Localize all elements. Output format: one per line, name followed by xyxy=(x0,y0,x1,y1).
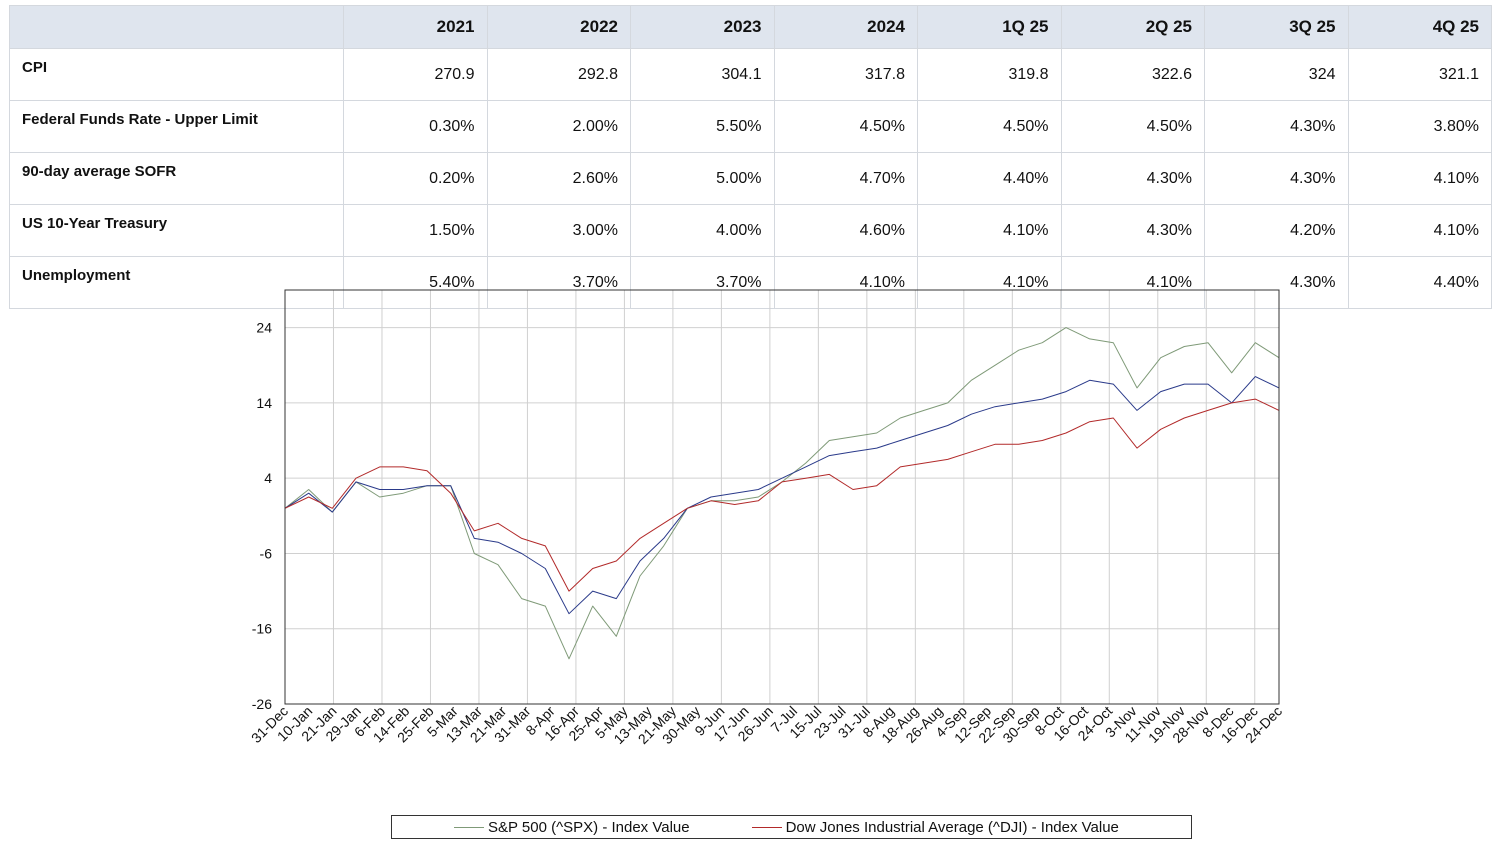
row-label: Unemployment xyxy=(9,256,344,309)
x-axis-ticks: 31-Dec10-Jan21-Jan29-Jan6-Feb14-Feb25-Fe… xyxy=(248,703,1285,748)
series-line-1 xyxy=(284,376,1280,615)
y-tick-label: 24 xyxy=(256,320,272,336)
table-row: CPI 270.9 292.8 304.1 317.8 319.8 322.6 … xyxy=(9,48,1492,101)
plot-frame xyxy=(284,289,1280,705)
table-header-corner xyxy=(9,5,344,49)
table-cell: 292.8 xyxy=(486,48,631,101)
column-header: 2Q 25 xyxy=(1060,5,1205,49)
economic-indicators-table: 2021 2022 2023 2024 1Q 25 2Q 25 3Q 25 4Q… xyxy=(9,5,1492,309)
chart-legend: S&P 500 (^SPX) - Index Value Dow Jones I… xyxy=(391,815,1192,839)
table-row: 90-day average SOFR 0.20% 2.60% 5.00% 4.… xyxy=(9,152,1492,205)
table-row: US 10-Year Treasury 1.50% 3.00% 4.00% 4.… xyxy=(9,204,1492,257)
table-cell: 4.10% xyxy=(1347,204,1492,257)
table-cell: 5.50% xyxy=(630,100,775,153)
table-cell: 4.30% xyxy=(1204,100,1349,153)
table-row: Federal Funds Rate - Upper Limit 0.30% 2… xyxy=(9,100,1492,153)
table-cell: 317.8 xyxy=(773,48,918,101)
table-cell: 0.20% xyxy=(343,152,488,205)
table-cell: 270.9 xyxy=(343,48,488,101)
table-cell: 4.10% xyxy=(917,256,1062,309)
row-label: Federal Funds Rate - Upper Limit xyxy=(9,100,344,153)
chart-series xyxy=(284,327,1280,660)
legend-swatch-sp500 xyxy=(454,826,484,828)
chart-grid xyxy=(284,290,1279,705)
table-cell: 319.8 xyxy=(917,48,1062,101)
y-axis-ticks: 24 14 4 -6 -16 -26 xyxy=(252,320,272,712)
table-row: Unemployment 5.40% 3.70% 3.70% 4.10% 4.1… xyxy=(9,256,1492,309)
table-cell: 0.30% xyxy=(343,100,488,153)
table-cell: 321.1 xyxy=(1347,48,1492,101)
table-cell: 4.50% xyxy=(917,100,1062,153)
y-tick-label: -6 xyxy=(260,545,273,561)
table-cell: 4.30% xyxy=(1060,152,1205,205)
column-header: 3Q 25 xyxy=(1204,5,1349,49)
row-label: 90-day average SOFR xyxy=(9,152,344,205)
table-cell: 322.6 xyxy=(1060,48,1205,101)
series-line-0 xyxy=(284,327,1280,660)
y-tick-label: 4 xyxy=(264,470,272,486)
table-cell: 4.50% xyxy=(773,100,918,153)
table-cell: 4.70% xyxy=(773,152,918,205)
table-cell: 4.40% xyxy=(1347,256,1492,309)
table-cell: 4.10% xyxy=(773,256,918,309)
y-tick-label: 14 xyxy=(256,395,272,411)
row-label: CPI xyxy=(9,48,344,101)
table-header-row: 2021 2022 2023 2024 1Q 25 2Q 25 3Q 25 4Q… xyxy=(9,5,1492,49)
table-cell: 4.10% xyxy=(1060,256,1205,309)
table-cell: 4.40% xyxy=(917,152,1062,205)
series-line-2 xyxy=(284,398,1280,592)
legend-swatch-dji xyxy=(751,826,782,828)
column-header: 4Q 25 xyxy=(1347,5,1492,49)
table-cell: 3.70% xyxy=(630,256,775,309)
y-tick-label: -16 xyxy=(252,621,272,637)
table-cell: 324 xyxy=(1204,48,1349,101)
legend-label-dji: Dow Jones Industrial Average (^DJI) - In… xyxy=(785,818,1119,836)
table-cell: 4.30% xyxy=(1060,204,1205,257)
y-tick-label: -26 xyxy=(252,696,272,712)
table-cell: 5.40% xyxy=(343,256,488,309)
table-cell: 3.70% xyxy=(486,256,631,309)
table-cell: 4.20% xyxy=(1204,204,1349,257)
column-header: 2022 xyxy=(486,5,631,49)
table-cell: 4.50% xyxy=(1060,100,1205,153)
legend-label-sp500: S&P 500 (^SPX) - Index Value xyxy=(488,818,690,836)
table-cell: 4.30% xyxy=(1204,152,1349,205)
table-cell: 5.00% xyxy=(630,152,775,205)
table-cell: 2.60% xyxy=(486,152,631,205)
legend-item-dji: Dow Jones Industrial Average (^DJI) - In… xyxy=(751,818,1119,836)
column-header: 2023 xyxy=(630,5,775,49)
table-cell: 4.60% xyxy=(773,204,918,257)
table-cell: 4.10% xyxy=(1347,152,1492,205)
table-cell: 4.30% xyxy=(1204,256,1349,309)
legend-item-sp500: S&P 500 (^SPX) - Index Value xyxy=(454,819,690,836)
